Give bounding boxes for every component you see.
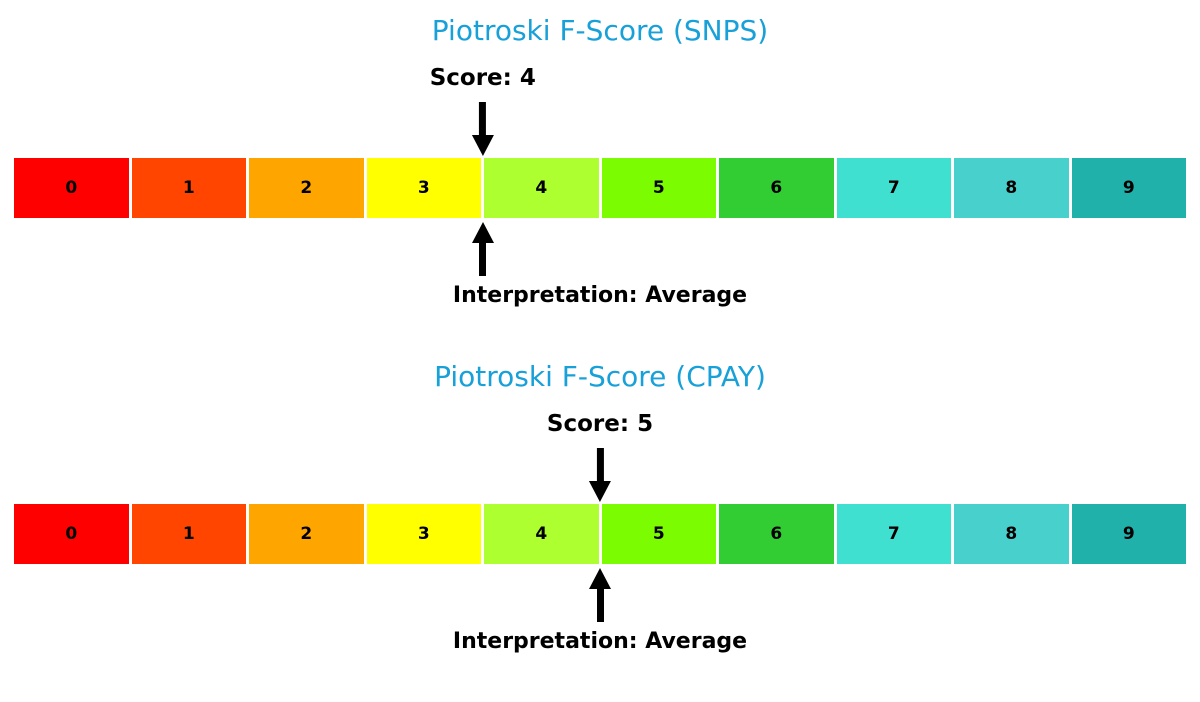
score-pointer: Score: 5 <box>547 411 653 502</box>
scale-segment-0: 0 <box>14 504 129 564</box>
arrow-stem <box>479 243 487 276</box>
scale-segment-7: 7 <box>836 504 951 564</box>
arrow-head <box>471 222 494 243</box>
scale-segment-0: 0 <box>14 158 129 218</box>
scale-segment-4: 4 <box>484 504 599 564</box>
score-label: Score: 4 <box>429 65 536 91</box>
scale-segment-7: 7 <box>836 158 951 218</box>
chart-title: Piotroski F-Score (SNPS) <box>431 14 769 47</box>
scale-segment-3: 3 <box>366 504 481 564</box>
interpretation-label: Interpretation: Average <box>452 629 748 654</box>
piotroski-fscore-figure: Piotroski F-Score (SNPS) Score: 4 0 1 2 … <box>0 0 1200 656</box>
interpretation-pointer <box>471 222 494 276</box>
scale-segment-4: 4 <box>484 158 599 218</box>
fscore-scale: 0 1 2 3 4 5 6 7 8 9 <box>14 158 1186 218</box>
scale-segment-8: 8 <box>954 158 1069 218</box>
scale-segment-2: 2 <box>249 504 364 564</box>
score-label: Score: 5 <box>546 411 654 437</box>
score-pointer: Score: 4 <box>430 65 536 156</box>
down-arrow-icon <box>471 102 494 156</box>
scale-segment-3: 3 <box>366 158 481 218</box>
up-arrow-icon <box>589 568 611 622</box>
scale-segment-5: 5 <box>601 158 716 218</box>
chart-title: Piotroski F-Score (CPAY) <box>434 360 766 393</box>
arrow-stem <box>596 448 604 481</box>
scale-segment-6: 6 <box>719 504 834 564</box>
scale-segment-8: 8 <box>954 504 1069 564</box>
interpretation-marker-band <box>14 218 1186 280</box>
fscore-chart-cpay: Piotroski F-Score (CPAY) Score: 5 0 1 2 … <box>0 310 1200 656</box>
interpretation-label: Interpretation: Average <box>452 283 748 308</box>
score-marker-band: Score: 4 <box>14 48 1186 158</box>
up-arrow-icon <box>471 222 494 276</box>
fscore-chart-snps: Piotroski F-Score (SNPS) Score: 4 0 1 2 … <box>0 0 1200 310</box>
scale-segment-1: 1 <box>131 504 246 564</box>
arrow-stem <box>596 589 604 622</box>
scale-segment-9: 9 <box>1071 158 1186 218</box>
scale-segment-5: 5 <box>601 504 716 564</box>
scale-segment-2: 2 <box>249 158 364 218</box>
arrow-head <box>589 481 611 502</box>
score-marker-band: Score: 5 <box>14 394 1186 504</box>
fscore-scale: 0 1 2 3 4 5 6 7 8 9 <box>14 504 1186 564</box>
scale-segment-6: 6 <box>719 158 834 218</box>
down-arrow-icon <box>589 448 611 502</box>
arrow-stem <box>479 102 487 135</box>
interpretation-pointer <box>589 568 611 622</box>
arrow-head <box>471 135 494 156</box>
scale-segment-9: 9 <box>1071 504 1186 564</box>
arrow-head <box>589 568 611 589</box>
interpretation-marker-band <box>14 564 1186 626</box>
scale-segment-1: 1 <box>131 158 246 218</box>
